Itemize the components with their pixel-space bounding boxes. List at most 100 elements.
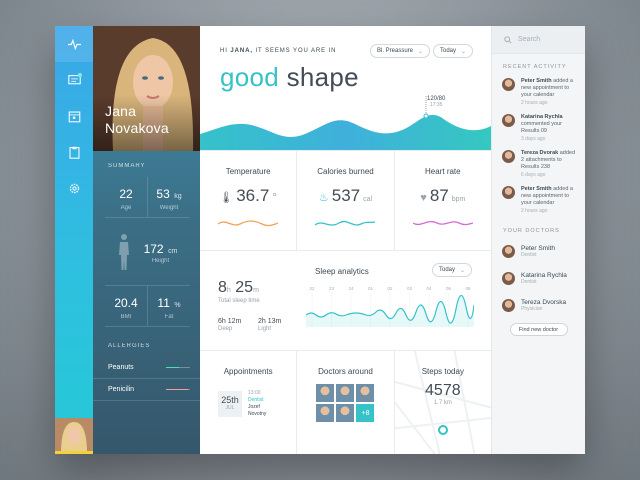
calories-sparkline bbox=[315, 220, 376, 226]
doctor-item[interactable]: Tereza Dvorska Physician bbox=[492, 288, 585, 315]
status-headline: good shape bbox=[220, 62, 359, 92]
doctor-item[interactable]: Peter Smith Dentist bbox=[492, 234, 585, 261]
doctor-photo[interactable] bbox=[336, 404, 355, 422]
chevron-down-icon: ⌄ bbox=[418, 48, 424, 55]
hero-section: Hi Jana, it seems you are in good shape … bbox=[200, 26, 491, 151]
heart-icon: ♥ bbox=[420, 192, 427, 204]
allergy-level-bar bbox=[166, 367, 190, 368]
metric-filter-dropdown[interactable]: Bl. Preassure ⌄ bbox=[370, 44, 431, 58]
chevron-down-icon: ⌄ bbox=[461, 48, 467, 55]
sleep-hour-tick: 06 bbox=[465, 286, 471, 291]
clipboard-icon bbox=[69, 146, 79, 159]
avatar bbox=[502, 298, 515, 312]
avatar bbox=[502, 244, 515, 258]
location-marker-icon bbox=[437, 425, 448, 435]
first-name: Jana bbox=[105, 103, 137, 119]
profile-photo: Jana Novakova bbox=[93, 26, 200, 151]
heart-rate-card[interactable]: Heart rate ♥ 87 bpm bbox=[393, 151, 491, 250]
stat-height: 172 cm Height bbox=[105, 218, 190, 286]
steps-map bbox=[394, 351, 491, 454]
activity-item[interactable]: Katarina Rychla commented your Results 0… bbox=[492, 106, 585, 142]
sleep-analytics-card: Sleep analytics Today ⌄ 8h 25m Total sle… bbox=[200, 251, 491, 351]
find-new-doctor-button[interactable]: Find new doctor bbox=[509, 323, 568, 336]
heart-rate-sparkline bbox=[412, 220, 473, 226]
last-name: Novakova bbox=[105, 120, 169, 136]
more-doctors-button[interactable]: +8 bbox=[356, 404, 375, 422]
temperature-sparkline bbox=[218, 220, 279, 227]
sleep-hour-tick: 04 bbox=[426, 286, 432, 291]
search-icon bbox=[504, 35, 512, 44]
activity-item[interactable]: Peter Smith added a new appointment to y… bbox=[492, 178, 585, 214]
period-dropdown[interactable]: Today ⌄ bbox=[433, 44, 474, 58]
allergy-item: Peanuts bbox=[93, 357, 200, 379]
allergy-level-bar bbox=[166, 389, 190, 390]
search-placeholder: Search bbox=[518, 36, 541, 43]
search-bar[interactable]: Search bbox=[492, 26, 585, 54]
thermometer-icon: 🌡 bbox=[219, 192, 234, 204]
profile-panel: Jana Novakova Summary 22 Age 53 kg Weigh… bbox=[93, 26, 200, 454]
doctor-photo[interactable] bbox=[336, 384, 355, 402]
appointment-item[interactable]: 25th JUL 13:00 Dentist Jozef Novotny bbox=[218, 390, 296, 418]
doctor-item[interactable]: Katarina Rychla Dentist bbox=[492, 261, 585, 288]
nav-calendar[interactable] bbox=[55, 98, 93, 134]
avatar bbox=[502, 114, 515, 127]
gear-icon bbox=[69, 183, 79, 193]
sleep-period-dropdown[interactable]: Today ⌄ bbox=[432, 263, 473, 277]
nav-pulse[interactable] bbox=[55, 26, 93, 62]
doctor-photo[interactable] bbox=[356, 384, 375, 402]
appointments-card[interactable]: Appointments 25th JUL 13:00 Dentist Joze… bbox=[200, 351, 296, 454]
stat-weight: 53 kg Weight bbox=[147, 177, 190, 217]
activity-list: Peter Smith added a new appointment to y… bbox=[492, 70, 585, 214]
calories-card[interactable]: Calories burned ♨ 537 cal bbox=[296, 151, 393, 250]
deep-sleep: 6h 12m Deep bbox=[218, 318, 242, 332]
light-sleep: 2h 13m Light bbox=[258, 318, 282, 332]
doctor-list: Peter Smith Dentist Katarina Rychla Dent… bbox=[492, 234, 585, 315]
doctor-photo[interactable] bbox=[316, 384, 335, 402]
user-avatar[interactable] bbox=[55, 418, 93, 454]
stat-age: 22 Age bbox=[119, 187, 133, 211]
sleep-hour-tick: 03 bbox=[407, 286, 413, 291]
nav-messages[interactable] bbox=[55, 62, 93, 98]
recent-activity-title: Recent activity bbox=[503, 64, 567, 70]
avatar bbox=[502, 150, 515, 163]
avatar bbox=[502, 186, 515, 199]
sleep-hour-tick: 05 bbox=[446, 286, 452, 291]
sleep-hour-tick: 24 bbox=[348, 286, 354, 291]
summary-stats: 22 Age 53 kg Weight 172 cm Height bbox=[93, 169, 200, 327]
notification-dot bbox=[78, 73, 82, 77]
right-panel: Search Recent activity Peter Smith added… bbox=[492, 26, 585, 454]
nav-clipboard[interactable] bbox=[55, 134, 93, 170]
icon-rail bbox=[55, 26, 93, 454]
summary-title: Summary bbox=[108, 163, 146, 169]
health-dashboard: Jana Novakova Summary 22 Age 53 kg Weigh… bbox=[55, 26, 585, 454]
nav-settings[interactable] bbox=[55, 170, 93, 206]
sleep-chart: 22 23 24 01 02 03 04 05 06 bbox=[306, 286, 474, 327]
appointment-details: 13:00 Dentist Jozef Novotny bbox=[248, 390, 267, 417]
bottom-row: Appointments 25th JUL 13:00 Dentist Joze… bbox=[200, 351, 491, 454]
allergies-title: Allergies bbox=[108, 343, 151, 349]
avatar-portrait bbox=[55, 418, 93, 451]
your-doctors-title: Your doctors bbox=[503, 228, 560, 234]
doctor-photo[interactable] bbox=[316, 404, 335, 422]
vitals-row: Temperature 🌡 36.7 ° Calories burned ♨ 5… bbox=[200, 151, 491, 251]
avatar bbox=[502, 78, 515, 91]
allergy-list: Peanuts Penicilin bbox=[93, 357, 200, 401]
chevron-down-icon: ⌄ bbox=[460, 267, 466, 274]
steps-card[interactable]: Steps today 4578 1.7 km bbox=[393, 351, 491, 454]
sleep-hour-tick: 22 bbox=[309, 286, 315, 291]
stat-bmi: 20.4 BMI bbox=[114, 296, 138, 320]
activity-item[interactable]: Peter Smith added a new appointment to y… bbox=[492, 70, 585, 106]
total-sleep-time: 8h 25m bbox=[218, 279, 259, 296]
temperature-card[interactable]: Temperature 🌡 36.7 ° bbox=[200, 151, 296, 250]
message-icon bbox=[67, 74, 81, 84]
avatar bbox=[502, 271, 515, 285]
flame-icon: ♨ bbox=[318, 192, 329, 204]
activity-item[interactable]: Tereza Dvorak added 2 attachments to Res… bbox=[492, 142, 585, 178]
sleep-hour-tick: 01 bbox=[368, 286, 374, 291]
doctors-around-card[interactable]: Doctors around +8 bbox=[296, 351, 393, 454]
sleep-hour-tick: 23 bbox=[329, 286, 335, 291]
profile-name: Jana Novakova bbox=[105, 103, 169, 137]
portrait-image bbox=[93, 26, 200, 151]
stat-fat: 11 % Fat bbox=[147, 286, 190, 326]
sleep-hour-tick: 02 bbox=[387, 286, 393, 291]
